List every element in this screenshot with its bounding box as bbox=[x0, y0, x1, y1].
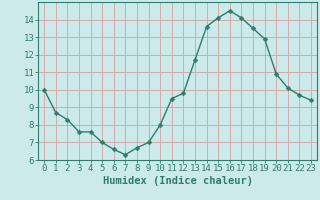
X-axis label: Humidex (Indice chaleur): Humidex (Indice chaleur) bbox=[103, 176, 252, 186]
